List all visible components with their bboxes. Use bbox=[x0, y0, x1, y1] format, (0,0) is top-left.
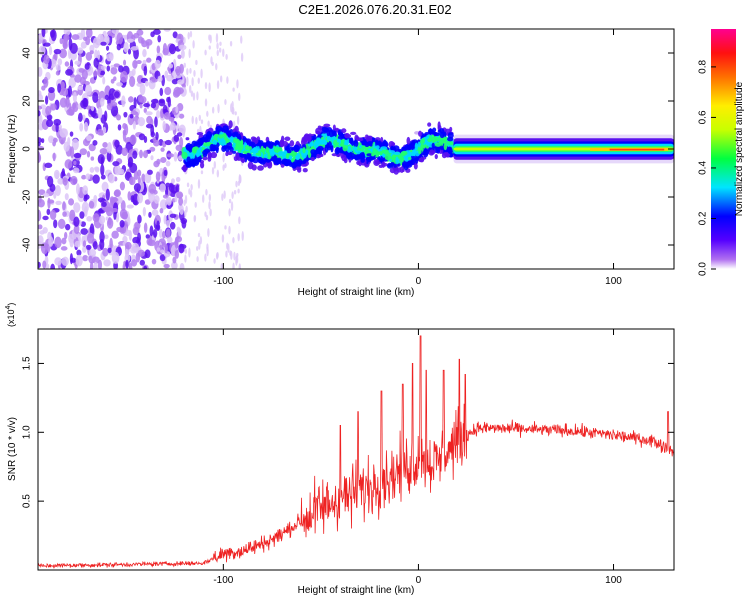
snr-y-axis-label: SNR (10 * v/v) bbox=[7, 417, 18, 481]
snr-x-axis-label: Height of straight line (km) bbox=[298, 585, 415, 596]
spectrogram-y-tick-label: 40 bbox=[22, 47, 33, 59]
spectrogram-y-ticks: -40 -20 0 20 40 bbox=[22, 47, 674, 252]
colorbar-tick-label: 0.8 bbox=[698, 60, 709, 74]
spectrogram-x-tick-label: -100 bbox=[213, 276, 233, 287]
snr-plot-area bbox=[38, 329, 674, 570]
snr-y-ticks: 0.5 1.0 1.5 bbox=[22, 356, 674, 508]
spectrogram-y-tick-label: -40 bbox=[22, 237, 33, 252]
colorbar-label: Normalized spectral amplitude bbox=[734, 81, 745, 216]
spectrogram-y-tick-label: 20 bbox=[22, 95, 33, 107]
snr-x-tick-label: -100 bbox=[213, 575, 233, 586]
colorbar-tick-label: 0.6 bbox=[698, 110, 709, 124]
spectrogram-panel: -100 0 100 -40 -20 0 20 40 Height of straight … bbox=[7, 28, 675, 298]
colorbar-gradient bbox=[711, 29, 736, 269]
spectrogram-x-tick-label: 100 bbox=[605, 276, 622, 287]
snr-y-scale-close: ) bbox=[6, 303, 16, 306]
snr-y-tick-label: 0.5 bbox=[22, 494, 33, 508]
spectrogram-x-ticks: -100 0 100 bbox=[213, 29, 622, 287]
spectrogram-x-axis-label: Height of straight line (km) bbox=[298, 287, 415, 298]
snr-x-ticks: -100 0 100 bbox=[213, 329, 622, 586]
snr-y-scale-prefix: (x10 bbox=[6, 309, 16, 327]
spectrogram-y-tick-label: 0 bbox=[22, 146, 33, 152]
spectrogram-heatmap bbox=[38, 29, 674, 269]
colorbar-ticks: 0.0 0.2 0.4 0.6 0.8 bbox=[698, 60, 716, 276]
snr-x-tick-label: 0 bbox=[416, 575, 422, 586]
svg-text:(x104): (x104) bbox=[5, 303, 16, 327]
snr-y-scale: (x104) bbox=[5, 303, 16, 327]
snr-x-tick-label: 100 bbox=[605, 575, 622, 586]
colorbar: 0.0 0.2 0.4 0.6 0.8 Normalized spectral ampl… bbox=[698, 29, 745, 276]
colorbar-tick-label: 0.2 bbox=[698, 211, 709, 225]
spectrogram-y-tick-label: -20 bbox=[22, 189, 33, 204]
snr-y-scale-exponent: 4 bbox=[5, 305, 12, 309]
spectrogram-x-tick-label: 0 bbox=[416, 276, 422, 287]
snr-y-tick-label: 1.0 bbox=[22, 425, 33, 439]
snr-frame bbox=[37, 328, 675, 571]
spectrogram-y-axis-label: Frequency (Hz) bbox=[7, 115, 18, 184]
chart-title: C2E1.2026.076.20.31.E02 bbox=[298, 2, 451, 17]
colorbar-tick-label: 0.4 bbox=[698, 161, 709, 175]
snr-y-tick-label: 1.5 bbox=[22, 356, 33, 370]
snr-series-line bbox=[38, 335, 674, 569]
colorbar-tick-label: 0.0 bbox=[698, 262, 709, 276]
snr-panel: -100 0 100 0.5 1.0 1.5 Height of straight li… bbox=[5, 303, 675, 596]
